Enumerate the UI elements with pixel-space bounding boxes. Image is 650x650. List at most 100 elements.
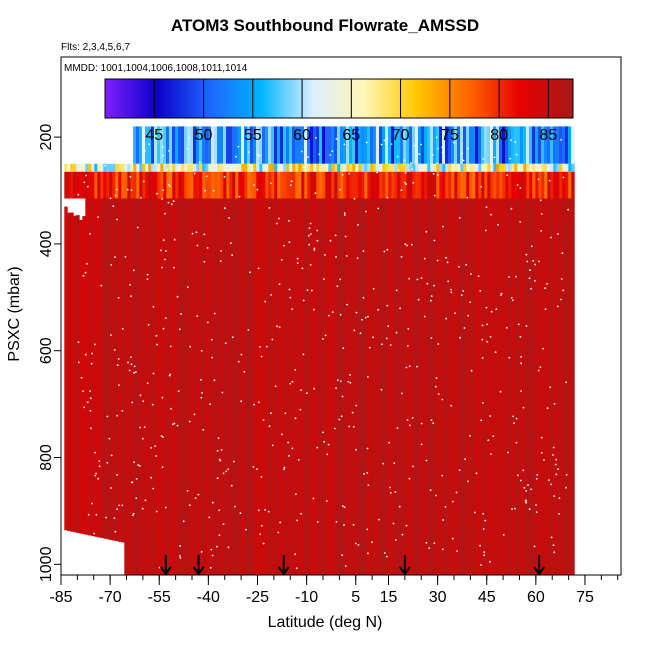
heatmap-cell [346,198,350,575]
heatmap-cell [343,163,347,172]
track-point [147,324,150,326]
track-point [483,554,486,557]
track-point [314,192,317,195]
track-point [196,315,199,317]
heatmap-cell [331,198,335,575]
track-point [479,544,481,547]
track-point [110,454,113,457]
track-point [517,323,520,326]
heatmap-cell [313,163,317,172]
track-point [525,253,528,256]
heatmap-cell [376,126,380,164]
heatmap-cell [541,171,545,199]
track-point [406,244,408,247]
track-point [477,275,480,278]
heatmap-cell [385,171,389,199]
heatmap-cell [259,198,263,575]
heatmap-cell [283,198,287,575]
heatmap-cell [343,198,347,575]
heatmap-cell [184,171,188,199]
heatmap-cell [559,198,563,575]
track-point [363,473,365,475]
heatmap-cell [304,126,308,164]
heatmap-cell [223,163,227,172]
track-point [213,312,216,315]
heatmap-cell [103,163,107,172]
heatmap-cell [484,198,488,575]
track-point [353,329,356,332]
track-point [451,500,454,503]
track-point [495,308,498,310]
track-point [458,265,460,268]
flight-marker-arrow [159,566,172,576]
heatmap-cell [379,198,383,575]
track-point [193,172,196,175]
track-point [519,221,522,223]
track-point [218,534,221,537]
track-point [525,490,528,492]
heatmap-cell [352,163,356,172]
heatmap-cell [457,171,461,199]
track-point [235,155,237,158]
track-point [562,176,565,179]
heatmap-cell [271,163,275,172]
heatmap-cell [466,171,470,199]
track-point [331,150,334,153]
track-point [450,291,453,294]
track-point [554,463,557,466]
track-point [445,317,447,320]
track-point [239,512,242,515]
heatmap-cell [448,198,452,575]
track-point [164,212,166,215]
track-point [338,418,341,421]
heatmap-cell [451,198,455,575]
track-point [100,284,103,287]
heatmap-cell [547,126,551,164]
track-point [441,548,444,551]
heatmap-cell [172,163,176,172]
heatmap-cell [424,171,428,199]
track-point [543,459,545,461]
heatmap-cell [103,171,107,199]
heatmap-cell [100,198,104,538]
track-point [284,412,287,415]
heatmap-cell [334,171,338,199]
track-point [432,422,435,425]
track-point [91,502,93,505]
heatmap-cell [280,198,284,575]
track-point [464,458,467,461]
track-point [390,143,393,146]
track-point [162,189,165,192]
track-point [393,462,396,465]
heatmap-cell [187,198,191,575]
track-point [104,545,107,547]
track-point [126,188,129,191]
heatmap-layer [64,126,575,575]
heatmap-cell [295,198,299,575]
heatmap-cell [379,163,383,172]
track-point [89,409,92,412]
heatmap-cell [538,126,542,164]
track-point [469,301,471,304]
track-point [349,374,351,376]
track-point [497,223,499,226]
track-point [156,343,159,346]
heatmap-cell [526,126,530,164]
heatmap-cell [277,126,281,164]
heatmap-cell [226,171,230,199]
track-point [172,200,175,203]
heatmap-cell [253,198,257,575]
heatmap-cell [535,171,539,199]
heatmap-cell [466,163,470,172]
heatmap-cell [316,163,320,172]
heatmap-cell [157,171,161,199]
track-point [567,208,570,211]
heatmap-cell [373,171,377,199]
heatmap-cell [82,216,86,535]
heatmap-cell [307,171,311,199]
heatmap-cell [448,126,452,164]
heatmap-cell [421,198,425,575]
track-point [95,513,98,516]
track-point [260,355,263,358]
